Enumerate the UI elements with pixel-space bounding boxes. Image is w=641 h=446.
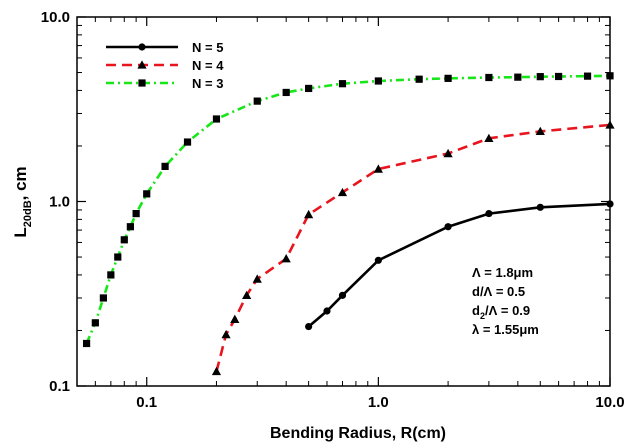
legend-entry: N = 4: [106, 58, 224, 73]
y-axis-label-main: L: [11, 227, 30, 237]
x-tick-label: 10.0: [595, 394, 624, 411]
y-tick-label: 1.0: [49, 194, 70, 211]
data-point: [99, 294, 107, 302]
data-point: [242, 290, 252, 300]
data-point: [304, 209, 314, 219]
data-point: [282, 88, 290, 97]
data-point: [338, 80, 347, 88]
data-point: [485, 209, 493, 218]
data-point: [161, 162, 169, 170]
data-point: [305, 84, 313, 93]
x-tick-label: 0.1: [136, 394, 157, 411]
data-point: [323, 307, 331, 315]
data-point: [132, 209, 140, 218]
data-point: [606, 200, 614, 208]
data-point: [555, 72, 563, 81]
data-point: [536, 73, 544, 81]
data-point: [514, 73, 522, 81]
data-point: [374, 77, 382, 85]
data-point: [373, 164, 383, 173]
legend-marker: [137, 60, 147, 69]
data-point: [444, 223, 452, 231]
data-point: [253, 97, 261, 105]
data-point: [444, 74, 452, 82]
data-point: [107, 271, 115, 279]
y-axis-label-tail: , cm: [11, 166, 30, 200]
data-point: [126, 223, 134, 231]
data-point: [337, 187, 348, 197]
data-point: [230, 314, 240, 323]
y-axis-label: L20dB, cm: [11, 166, 34, 237]
x-axis-label: Bending Radius, R(cm): [270, 425, 446, 442]
series-line-n4: [215, 123, 611, 372]
data-point: [605, 120, 615, 129]
data-point: [252, 274, 262, 283]
data-point: [583, 72, 592, 80]
series-n4: [211, 120, 615, 376]
series-n5: [305, 200, 614, 331]
annotation-line: d/Λ = 0.5: [472, 284, 525, 299]
data-point: [91, 319, 99, 327]
data-point: [338, 291, 347, 299]
legend-entry: N = 5: [106, 40, 223, 55]
data-point: [415, 75, 423, 83]
data-point: [211, 366, 222, 376]
annotation-line: λ = 1.55μm: [472, 322, 539, 337]
data-point: [443, 148, 453, 158]
data-point: [535, 126, 545, 136]
series-n3: [82, 72, 614, 348]
legend-entry: N = 3: [106, 76, 223, 91]
y-tick-label: 0.1: [49, 378, 70, 395]
data-point: [484, 133, 494, 143]
annotation-line: d2/Λ = 0.9: [472, 303, 530, 321]
data-point: [485, 73, 493, 82]
x-tick-label: 1.0: [368, 394, 389, 411]
series-line-n5: [307, 202, 611, 328]
data-point: [305, 322, 313, 331]
data-point: [82, 339, 91, 348]
legend-label: N = 3: [192, 76, 223, 91]
annotation-line: Λ = 1.8μm: [472, 265, 533, 280]
data-point: [212, 115, 221, 123]
legend-label: N = 5: [192, 40, 223, 55]
data-point: [536, 203, 544, 211]
data-point: [281, 254, 291, 263]
y-tick-label: 10.0: [41, 9, 70, 26]
data-point: [606, 72, 614, 80]
data-point: [143, 190, 151, 198]
data-point: [221, 329, 231, 339]
legend-label: N = 4: [192, 58, 224, 73]
data-point: [120, 236, 128, 244]
y-axis-label-sub: 20dB: [22, 200, 34, 227]
data-point: [374, 256, 382, 264]
data-point: [183, 138, 192, 146]
legend-marker: [138, 43, 146, 51]
legend-marker: [138, 79, 146, 87]
data-point: [114, 253, 122, 261]
